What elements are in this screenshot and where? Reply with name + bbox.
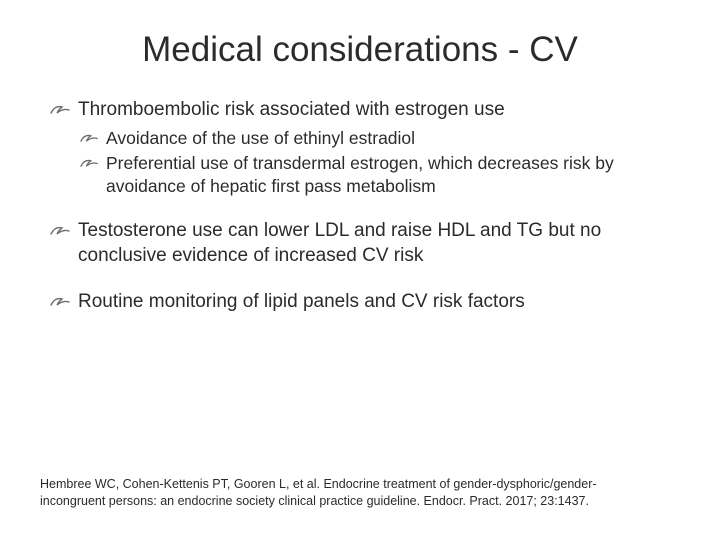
bullet-level2: Preferential use of transdermal estrogen… (50, 152, 680, 198)
slide-body: Thromboembolic risk associated with estr… (40, 98, 680, 476)
swoosh-icon (50, 295, 70, 309)
bullet-level1: Routine monitoring of lipid panels and C… (50, 290, 680, 315)
spacer (50, 272, 680, 290)
swoosh-icon (80, 132, 98, 145)
bullet-text: Preferential use of transdermal estrogen… (106, 153, 614, 196)
slide: Medical considerations - CV Thromboembol… (0, 0, 720, 540)
slide-title: Medical considerations - CV (40, 30, 680, 70)
swoosh-icon (50, 224, 70, 238)
spacer (50, 201, 680, 219)
bullet-text: Avoidance of the use of ethinyl estradio… (106, 128, 415, 148)
bullet-text: Routine monitoring of lipid panels and C… (78, 291, 525, 312)
bullet-level1: Thromboembolic risk associated with estr… (50, 98, 680, 123)
swoosh-icon (80, 157, 98, 170)
swoosh-icon (50, 103, 70, 117)
bullet-text: Thromboembolic risk associated with estr… (78, 99, 505, 120)
bullet-text: Testosterone use can lower LDL and raise… (78, 220, 601, 266)
bullet-level2: Avoidance of the use of ethinyl estradio… (50, 127, 680, 150)
citation-text: Hembree WC, Cohen-Kettenis PT, Gooren L,… (40, 476, 680, 510)
bullet-level1: Testosterone use can lower LDL and raise… (50, 219, 680, 268)
